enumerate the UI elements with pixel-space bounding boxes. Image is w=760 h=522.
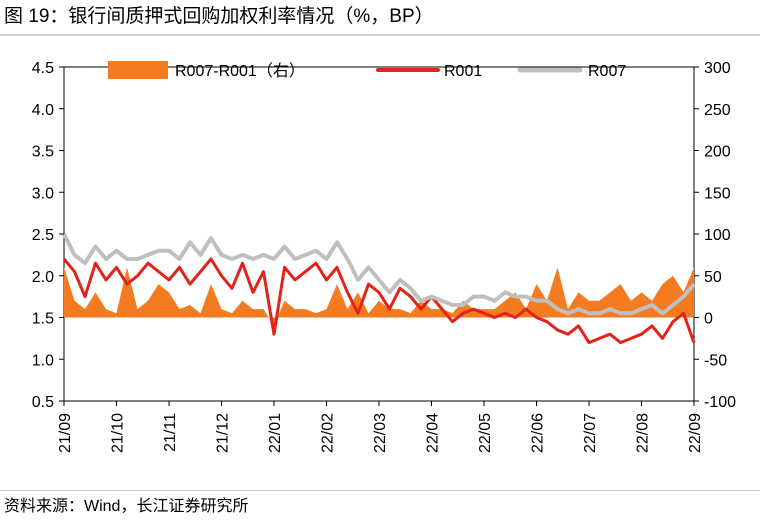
left-tick-label: 4.0 [32, 102, 54, 119]
x-tick-label: 21/12 [215, 413, 232, 453]
title-divider [0, 34, 760, 36]
x-axis: 21/09 21/10 21/11 21/12 22/01 22/02 22/03 22/04… [57, 401, 704, 453]
x-tick-label: 21/10 [110, 413, 127, 453]
rate-lines-layer [62, 233, 696, 345]
x-tick-label: 22/05 [477, 413, 494, 453]
legend: R007-R001（右） R001 R007 [108, 61, 626, 80]
x-tick-label: 22/07 [582, 413, 599, 453]
left-tick-label: 3.5 [32, 144, 54, 161]
left-y-axis: 0.5 1.0 1.5 2.0 2.5 3.0 3.5 4.0 4.5 [32, 60, 64, 411]
x-tick-label: 22/01 [267, 413, 284, 453]
x-tick-label: 22/04 [425, 413, 442, 453]
right-tick-label: -100 [704, 394, 736, 411]
x-tick-label: 22/08 [635, 413, 652, 453]
left-tick-label: 1.0 [32, 352, 54, 369]
right-tick-label: 150 [704, 185, 731, 202]
rate-chart: 0.5 1.0 1.5 2.0 2.5 3.0 3.5 4.0 4.5 -100 -50 0 50 10… [32, 60, 736, 453]
left-tick-label: 1.5 [32, 311, 54, 328]
right-tick-label: 300 [704, 60, 731, 77]
legend-label: R007-R001（右） [175, 62, 305, 80]
right-tick-label: 100 [704, 227, 731, 244]
x-tick-label: 21/11 [162, 413, 179, 452]
left-tick-label: 0.5 [32, 394, 54, 411]
right-tick-label: 200 [704, 144, 731, 161]
right-tick-label: -50 [704, 352, 727, 369]
left-tick-label: 2.0 [32, 269, 54, 286]
right-tick-label: 250 [704, 102, 731, 119]
right-y-axis: -100 -50 0 50 100 150 200 250 300 [694, 60, 736, 411]
chart-title: 图 19：银行间质押式回购加权利率情况（%，BP） [4, 6, 434, 27]
x-tick-label: 22/02 [320, 413, 337, 453]
x-tick-label: 22/03 [372, 413, 389, 453]
legend-label: R007 [588, 63, 626, 80]
left-tick-label: 2.5 [32, 227, 54, 244]
left-tick-label: 3.0 [32, 185, 54, 202]
x-tick-label: 21/09 [57, 413, 74, 453]
series-line-r001 [62, 257, 696, 345]
source-note: 资料来源：Wind，长江证券研究所 [4, 498, 249, 515]
right-tick-label: 50 [704, 269, 722, 286]
left-tick-label: 4.5 [32, 60, 54, 77]
source-divider [0, 490, 760, 491]
right-tick-label: 0 [704, 311, 713, 328]
series-line-r007 [62, 233, 696, 316]
x-tick-label: 22/09 [687, 413, 704, 453]
plot-area [63, 66, 695, 402]
series-area-spread [64, 267, 694, 326]
spread-area-layer [64, 267, 694, 326]
legend-swatch-spread [108, 61, 168, 79]
legend-label: R001 [444, 63, 482, 80]
x-tick-label: 22/06 [530, 413, 547, 453]
